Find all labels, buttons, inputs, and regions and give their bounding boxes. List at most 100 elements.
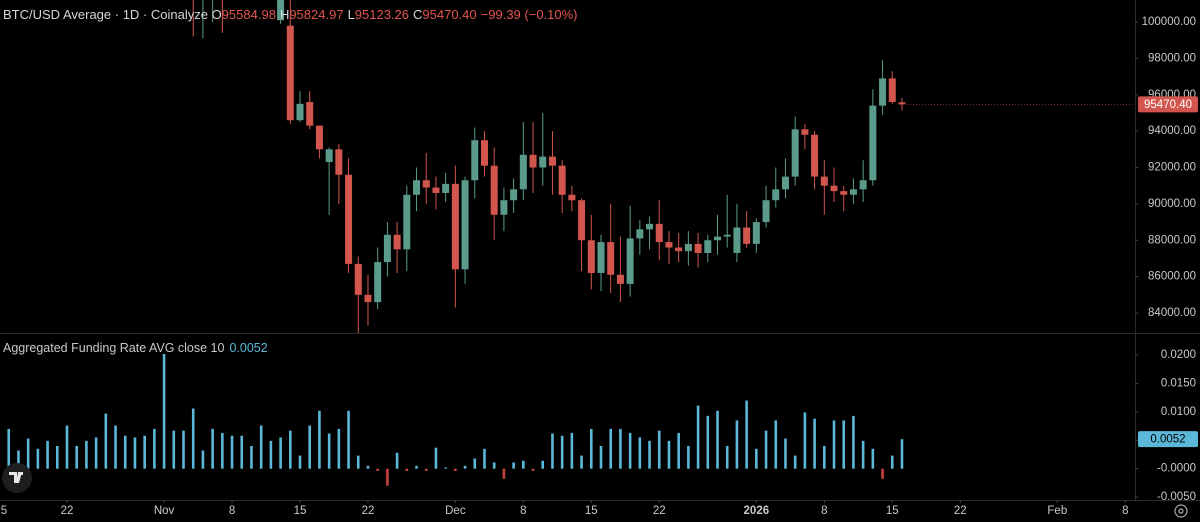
candle-body (548, 156, 556, 166)
candle-body (655, 223, 663, 243)
ohlc-value: 95584.98 (221, 7, 276, 22)
y-tick-label: 0.0150 (1161, 378, 1196, 390)
funding-bar (7, 428, 11, 469)
y-tick-label: 0.0100 (1161, 406, 1196, 418)
funding-bar (589, 428, 593, 469)
x-tick-label: 22 (61, 505, 74, 517)
candle-body (529, 154, 537, 168)
candle-body (374, 262, 382, 303)
funding-bar (191, 408, 195, 469)
funding-bar (677, 432, 680, 469)
x-tick-label: 22 (954, 505, 967, 517)
candle-body (781, 176, 789, 190)
candle-body (636, 229, 644, 239)
funding-bar (619, 428, 622, 469)
funding-bar (444, 467, 447, 469)
ohlc-key: L (347, 7, 355, 22)
funding-bar (492, 462, 496, 469)
candle-body (277, 0, 285, 21)
x-tick-label: 15 (886, 505, 899, 517)
ohlc-value: 95123.26 (354, 7, 410, 22)
candle-body (665, 242, 673, 248)
funding-bar (512, 462, 515, 469)
candle-body (811, 134, 819, 177)
funding-bar (706, 415, 710, 469)
funding-bar (201, 450, 205, 469)
funding-bar (259, 425, 263, 469)
funding-bar (861, 440, 865, 469)
indicator-title: Aggregated Funding Rate AVG close 10 (3, 341, 225, 355)
funding-bar (842, 420, 846, 469)
funding-bar (793, 455, 797, 469)
candle-body (879, 78, 887, 106)
funding-bar (687, 445, 690, 469)
funding-bar (405, 468, 409, 471)
funding-bar (648, 440, 651, 469)
funding-bar (172, 430, 176, 469)
y-tick-label: 90000.00 (1148, 198, 1196, 210)
funding-bar (502, 468, 506, 479)
candle-body (752, 222, 760, 244)
indicator-legend: Aggregated Funding Rate AVG close 10 0.00… (3, 341, 268, 355)
funding-bar (628, 432, 632, 469)
funding-bar (900, 439, 904, 469)
funding-bar (46, 440, 49, 469)
candle-body (762, 200, 770, 223)
candle-body (859, 180, 867, 190)
funding-bar (890, 455, 894, 469)
candle-body (626, 238, 634, 284)
funding-bar (823, 445, 826, 469)
funding-bar (609, 428, 613, 469)
x-tick-label: 8 (229, 505, 235, 517)
funding-bar (531, 468, 535, 471)
candle-body (597, 242, 605, 273)
funding-bar (162, 354, 166, 469)
funding-bar (143, 435, 146, 469)
candle-body (694, 243, 702, 253)
candle-body (306, 102, 314, 126)
change: −99.39 (−0.10%) (480, 7, 578, 22)
ohlc-key: H (279, 7, 290, 22)
candle-body (315, 125, 323, 150)
funding-bar (541, 460, 545, 469)
funding-bar (755, 448, 758, 469)
candle-body (704, 240, 712, 253)
candle-body (558, 165, 566, 195)
tv-logo (2, 463, 32, 493)
symbol-title: BTC/USD Average · 1D · Coinalyze (3, 7, 208, 22)
candle-body (772, 189, 780, 201)
funding-bar (133, 437, 137, 469)
funding-bar (473, 458, 477, 469)
x-tick-label: 8 (520, 505, 526, 517)
funding-bar (716, 410, 719, 469)
funding-bar (852, 415, 855, 469)
candle-body (354, 263, 362, 295)
candle-body (849, 189, 857, 195)
candle-body (471, 140, 479, 181)
funding-bar (871, 448, 875, 469)
candle-body (345, 174, 353, 264)
candle-body (646, 223, 654, 230)
x-tick-label: 15 (585, 505, 598, 517)
candle-body (791, 129, 799, 177)
candle-body (733, 227, 741, 253)
candle-body (568, 194, 576, 201)
candle-body (413, 180, 421, 195)
candle-body (616, 274, 624, 284)
settings-icon[interactable] (1174, 504, 1188, 518)
funding-bar (434, 447, 438, 469)
y-tick-label: 94000.00 (1148, 125, 1196, 137)
funding-bar (279, 437, 282, 469)
candle-body (335, 149, 343, 175)
candle-body (743, 227, 751, 244)
funding-bar (735, 420, 739, 469)
funding-bar (356, 455, 360, 469)
ohlc-key: C (413, 7, 423, 22)
funding-bar (784, 438, 787, 469)
candle-body (461, 180, 469, 270)
funding-bar (803, 412, 807, 469)
candle-body (383, 234, 391, 263)
funding-bar (230, 435, 234, 469)
